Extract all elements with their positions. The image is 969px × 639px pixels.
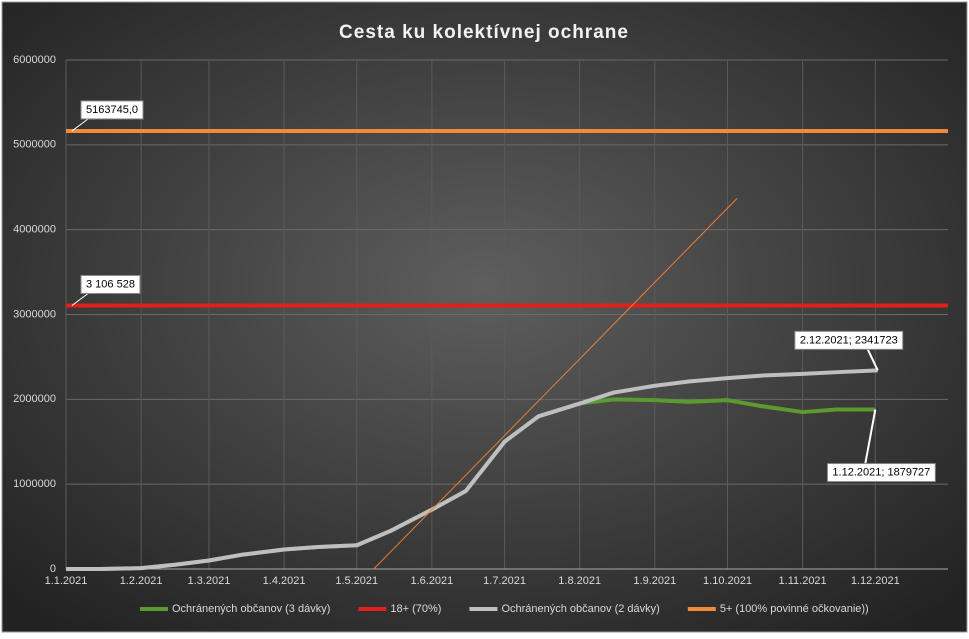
legend-label: Ochránených občanov (3 dávky) xyxy=(172,603,330,615)
callout-pointer xyxy=(864,409,877,464)
chart-title: Cesta ku kolektívnej ochrane xyxy=(339,22,629,43)
annotation-box xyxy=(826,463,936,483)
legend-label: 5+ (100% povinné očkovanie)) xyxy=(720,603,869,615)
x-tick-label: 1.11.2021 xyxy=(779,575,827,587)
x-tick-label: 1.6.2021 xyxy=(410,575,453,587)
legend-item: Ochránených občanov (2 dávky) xyxy=(469,603,660,615)
data-label-box xyxy=(80,100,144,120)
x-tick-label: 1.12.2021 xyxy=(851,575,900,587)
y-tick-label: 0 xyxy=(50,563,56,575)
legend-label: Ochránených občanov (2 dávky) xyxy=(501,603,659,615)
x-tick-label: 1.7.2021 xyxy=(483,575,526,587)
annotation: 1.12.2021; 1879727 xyxy=(832,466,930,478)
y-tick-label: 6000000 xyxy=(13,54,56,66)
x-tick-label: 1.1.2021 xyxy=(45,575,88,587)
annotation-box xyxy=(794,330,904,350)
series-line xyxy=(66,368,878,571)
data-label: 5163745,0 xyxy=(86,104,138,116)
x-tick-label: 1.8.2021 xyxy=(558,575,601,587)
legend-item: Ochránených občanov (3 dávky) xyxy=(140,603,330,615)
legend-label: 18+ (70%) xyxy=(390,603,441,615)
x-tick-label: 1.5.2021 xyxy=(335,575,378,587)
legend-item: 5+ (100% povinné očkovanie)) xyxy=(687,603,869,615)
trendline xyxy=(373,197,738,570)
y-tick-label: 4000000 xyxy=(13,224,56,236)
y-tick-label: 5000000 xyxy=(13,139,56,151)
x-tick-label: 1.3.2021 xyxy=(188,575,231,587)
y-tick-label: 2000000 xyxy=(13,393,56,405)
y-tick-label: 3000000 xyxy=(13,308,56,320)
x-tick-label: 1.10.2021 xyxy=(703,575,752,587)
data-label-box xyxy=(80,274,141,294)
callout-pointer xyxy=(866,348,879,371)
x-tick-label: 1.4.2021 xyxy=(263,575,306,587)
annotation: 2.12.2021; 2341723 xyxy=(800,334,898,346)
x-tick-label: 1.2.2021 xyxy=(120,575,163,587)
x-tick-label: 1.9.2021 xyxy=(633,575,676,587)
legend-item: 18+ (70%) xyxy=(358,603,441,615)
data-label: 3 106 528 xyxy=(86,278,135,290)
y-tick-label: 1000000 xyxy=(13,478,56,490)
